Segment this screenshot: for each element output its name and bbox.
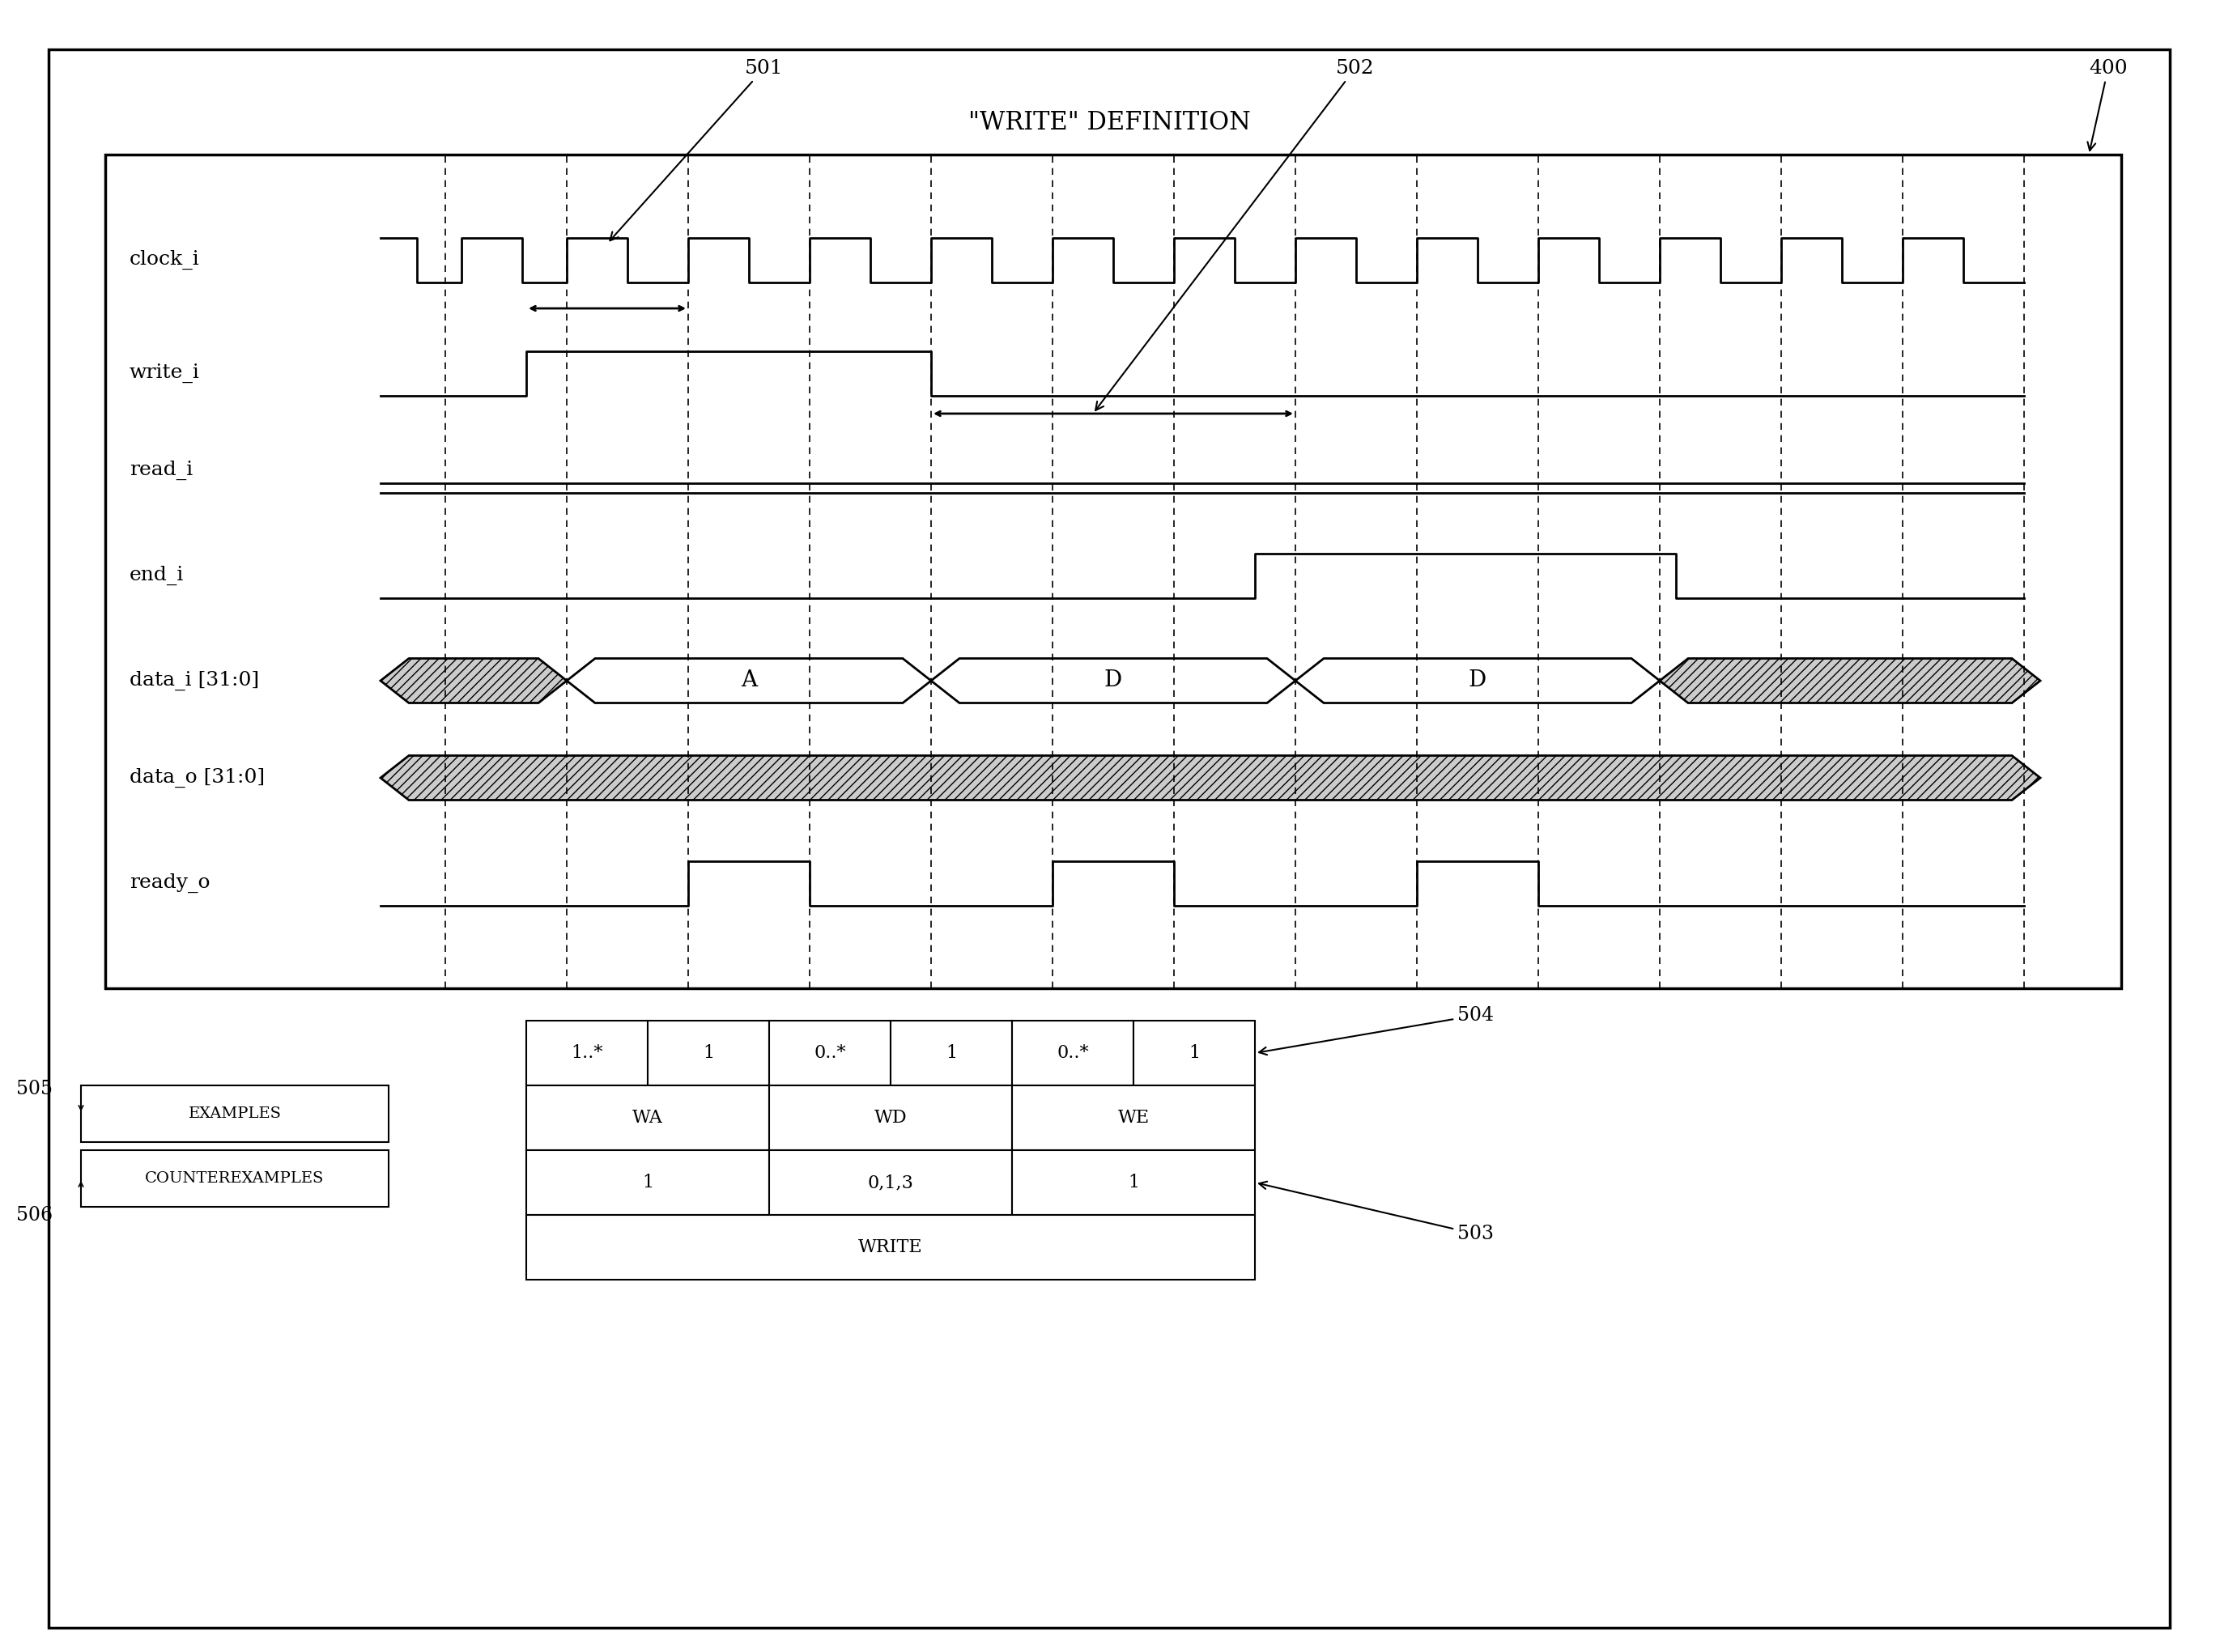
Polygon shape (930, 659, 1296, 704)
Bar (80, 1150, 388, 1208)
Text: 502: 502 (1094, 59, 1374, 410)
Bar (1134, 1021, 1254, 1085)
Bar (1012, 1085, 1254, 1150)
Text: 1: 1 (704, 1044, 715, 1062)
Text: 0,1,3: 0,1,3 (868, 1173, 915, 1191)
Text: end_i: end_i (129, 565, 184, 585)
Text: WA: WA (633, 1108, 664, 1127)
Bar (526, 1021, 648, 1085)
Bar (768, 1150, 1012, 1214)
Bar (768, 1085, 1012, 1150)
Text: 1: 1 (1188, 1044, 1201, 1062)
Bar (526, 1085, 768, 1150)
Text: 1: 1 (642, 1173, 653, 1191)
Polygon shape (566, 659, 930, 704)
Text: 501: 501 (610, 59, 784, 241)
Text: D: D (1103, 669, 1123, 692)
Bar (80, 1085, 388, 1142)
Text: 505: 505 (16, 1080, 53, 1099)
Text: write_i: write_i (129, 363, 200, 383)
Text: ready_o: ready_o (129, 874, 211, 892)
Bar (648, 1021, 768, 1085)
Bar (768, 1021, 890, 1085)
Text: 0..*: 0..* (815, 1044, 846, 1062)
Text: WRITE: WRITE (859, 1239, 924, 1256)
Text: D: D (1470, 669, 1487, 692)
Text: 1: 1 (946, 1044, 957, 1062)
Polygon shape (1296, 659, 1661, 704)
Text: "WRITE" DEFINITION: "WRITE" DEFINITION (968, 109, 1250, 135)
Text: 506: 506 (16, 1206, 53, 1224)
Text: clock_i: clock_i (129, 249, 200, 269)
Text: data_i [31:0]: data_i [31:0] (129, 671, 260, 691)
Polygon shape (1661, 659, 2040, 704)
Bar (104, 155, 2122, 988)
Polygon shape (380, 659, 566, 704)
Text: 400: 400 (2087, 59, 2127, 150)
Bar (1012, 1150, 1254, 1214)
Bar (526, 1214, 1254, 1280)
Text: 0..*: 0..* (1057, 1044, 1088, 1062)
Bar (1012, 1021, 1134, 1085)
Text: A: A (741, 669, 757, 692)
Text: COUNTEREXAMPLES: COUNTEREXAMPLES (144, 1171, 324, 1186)
Text: WD: WD (875, 1108, 908, 1127)
Text: read_i: read_i (129, 461, 193, 481)
Text: EXAMPLES: EXAMPLES (189, 1107, 282, 1122)
Bar (890, 1021, 1012, 1085)
Text: 503: 503 (1259, 1181, 1494, 1244)
Text: 504: 504 (1259, 1006, 1494, 1056)
Text: 1..*: 1..* (571, 1044, 604, 1062)
Polygon shape (380, 755, 2040, 800)
Text: WE: WE (1117, 1108, 1150, 1127)
Text: data_o [31:0]: data_o [31:0] (129, 768, 264, 788)
Bar (526, 1150, 768, 1214)
Text: 1: 1 (1128, 1173, 1139, 1191)
